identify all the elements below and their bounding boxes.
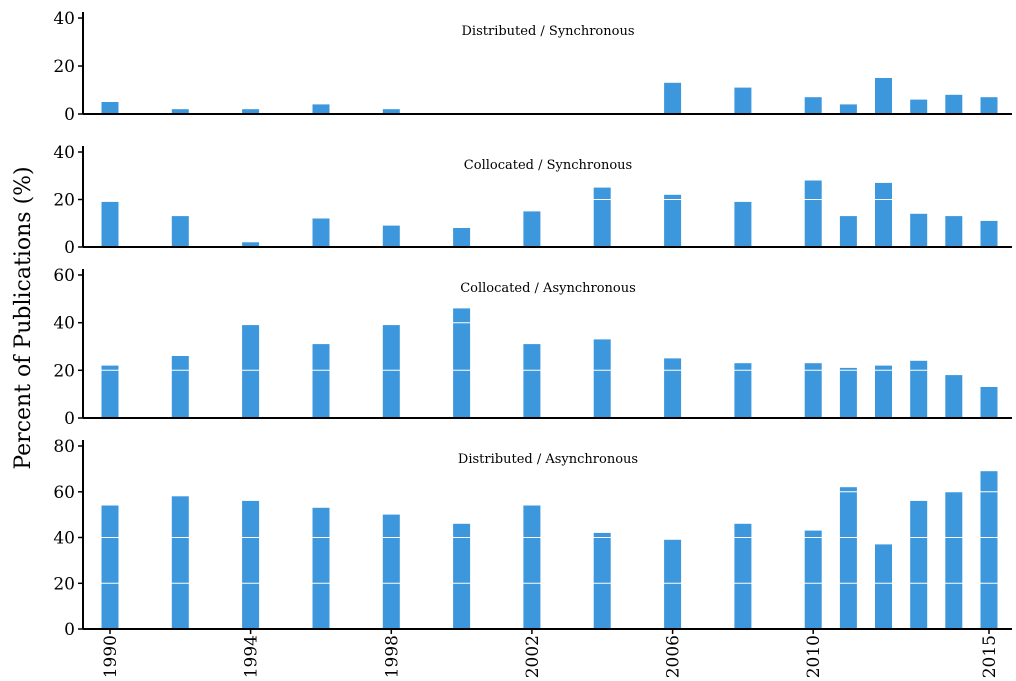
panel-distributed-asynchronous: 0 20 40 60 80 Distributed / Asynchronous: [53, 437, 1012, 640]
y-tick-label-collocated-synchronous-20: 20: [53, 191, 75, 211]
y-tick-label-collocated-synchronous-40: 40: [53, 143, 75, 163]
bar-distributed-synchronous-1992: [171, 109, 189, 114]
bar-distributed-asynchronous-1992: [171, 496, 189, 629]
y-tick-label-distributed-synchronous-0: 0: [64, 105, 75, 125]
bar-distributed-asynchronous-1990: [101, 505, 119, 629]
bar-collocated-synchronous-2004: [593, 187, 611, 247]
y-tick-label-distributed-asynchronous-60: 60: [53, 483, 75, 503]
y-tick-label-distributed-asynchronous-0: 0: [64, 620, 75, 640]
bar-distributed-synchronous-2011: [839, 104, 857, 114]
panel-collocated-synchronous: 0 20 40 Collocated / Synchronous: [53, 143, 1012, 258]
x-tick-label-2010: 2010: [804, 635, 824, 678]
x-tick-label-1998: 1998: [382, 635, 402, 678]
x-tick-label-2006: 2006: [664, 635, 684, 678]
bar-distributed-synchronous-2014: [945, 94, 963, 114]
bar-distributed-asynchronous-2010: [804, 530, 822, 629]
bar-collocated-asynchronous-2013: [910, 360, 928, 418]
y-tick-label-collocated-synchronous-0: 0: [64, 238, 75, 258]
bar-collocated-synchronous-2011: [839, 216, 857, 247]
bar-distributed-asynchronous-2013: [910, 500, 928, 629]
bar-collocated-synchronous-1996: [312, 218, 330, 247]
y-tick-label-collocated-asynchronous-20: 20: [53, 361, 75, 381]
bar-distributed-asynchronous-1996: [312, 507, 330, 629]
bar-distributed-asynchronous-2006: [664, 539, 682, 629]
bar-distributed-synchronous-1998: [382, 109, 400, 114]
bar-collocated-synchronous-2000: [453, 228, 471, 247]
bar-collocated-asynchronous-2002: [523, 344, 541, 418]
bar-collocated-synchronous-1992: [171, 216, 189, 247]
bar-collocated-synchronous-2002: [523, 211, 541, 247]
bar-distributed-asynchronous-2011: [839, 487, 857, 629]
y-axis-label: Percent of Publications (%): [11, 166, 36, 469]
y-tick-label-collocated-asynchronous-0: 0: [64, 409, 75, 429]
bar-distributed-synchronous-1990: [101, 102, 119, 114]
panel-title-collocated-asynchronous: Collocated / Asynchronous: [460, 281, 636, 296]
bar-distributed-synchronous-2010: [804, 97, 822, 114]
bar-collocated-synchronous-1994: [242, 242, 260, 248]
panel-distributed-synchronous: 0 20 40 Distributed / Synchronous: [53, 9, 1012, 125]
bar-distributed-asynchronous-1994: [242, 500, 260, 629]
bar-distributed-synchronous-2015: [980, 97, 998, 114]
bar-collocated-asynchronous-2014: [945, 375, 963, 418]
bar-collocated-asynchronous-2008: [734, 363, 752, 418]
bar-collocated-synchronous-2006: [664, 194, 682, 248]
chart-panels: 0 20 40 Distributed / Synchronous 0 20 40 Collo…: [53, 9, 1012, 640]
bar-collocated-synchronous-2014: [945, 216, 963, 247]
bar-collocated-synchronous-2010: [804, 180, 822, 247]
bar-distributed-asynchronous-2004: [593, 532, 611, 629]
bar-distributed-synchronous-1996: [312, 104, 330, 114]
bar-collocated-asynchronous-2004: [593, 339, 611, 418]
bar-distributed-asynchronous-2002: [523, 505, 541, 629]
y-tick-label-distributed-asynchronous-40: 40: [53, 529, 75, 549]
x-tick-label-2002: 2002: [523, 635, 543, 678]
panel-title-collocated-synchronous: Collocated / Synchronous: [464, 158, 632, 173]
bar-collocated-asynchronous-2015: [980, 387, 998, 418]
panel-title-distributed-synchronous: Distributed / Synchronous: [462, 24, 635, 39]
x-tick-label-1994: 1994: [242, 635, 262, 678]
bar-collocated-asynchronous-2011: [839, 367, 857, 418]
x-tick-label-2015: 2015: [980, 635, 1000, 678]
bar-collocated-asynchronous-2010: [804, 363, 822, 418]
bar-collocated-asynchronous-1996: [312, 344, 330, 418]
panel-title-distributed-asynchronous: Distributed / Asynchronous: [458, 452, 638, 467]
y-tick-label-distributed-synchronous-20: 20: [53, 57, 75, 77]
bar-distributed-asynchronous-2014: [945, 491, 963, 630]
y-tick-label-distributed-asynchronous-20: 20: [53, 574, 75, 594]
bar-distributed-asynchronous-2015: [980, 471, 998, 629]
bar-distributed-synchronous-2013: [910, 99, 928, 114]
y-tick-label-distributed-asynchronous-80: 80: [53, 437, 75, 457]
y-tick-label-distributed-synchronous-40: 40: [53, 9, 75, 29]
y-tick-label-collocated-asynchronous-40: 40: [53, 314, 75, 334]
bar-distributed-asynchronous-1998: [382, 514, 400, 629]
bar-distributed-asynchronous-2012: [875, 544, 892, 629]
bar-collocated-synchronous-2008: [734, 201, 752, 247]
bar-collocated-synchronous-1998: [382, 225, 400, 247]
bar-collocated-synchronous-1990: [101, 201, 119, 247]
bar-collocated-synchronous-2015: [980, 220, 998, 247]
bar-collocated-asynchronous-1992: [171, 356, 189, 418]
bar-collocated-asynchronous-2012: [875, 365, 892, 418]
bar-collocated-synchronous-2013: [910, 213, 928, 248]
bar-collocated-asynchronous-1998: [382, 325, 400, 418]
bar-distributed-asynchronous-2008: [734, 523, 752, 629]
bar-collocated-synchronous-2012: [875, 182, 892, 247]
y-tick-label-collocated-asynchronous-60: 60: [53, 266, 75, 286]
bar-distributed-asynchronous-2000: [453, 523, 471, 629]
bar-distributed-synchronous-2008: [734, 87, 752, 114]
x-tick-label-1990: 1990: [101, 635, 121, 678]
bar-collocated-asynchronous-1990: [101, 365, 119, 418]
panel-collocated-asynchronous: 0 20 40 60 Collocated / Asynchronous: [53, 266, 1012, 429]
bar-distributed-synchronous-2006: [664, 82, 682, 114]
bar-distributed-synchronous-2012: [875, 78, 892, 114]
bar-collocated-asynchronous-1994: [242, 325, 260, 418]
x-axis: 1990 1994 1998 2002 2006 2010 2015: [101, 629, 1000, 678]
bar-collocated-asynchronous-2006: [664, 358, 682, 418]
bar-distributed-synchronous-1994: [242, 109, 260, 114]
bar-collocated-asynchronous-2000: [453, 308, 471, 418]
